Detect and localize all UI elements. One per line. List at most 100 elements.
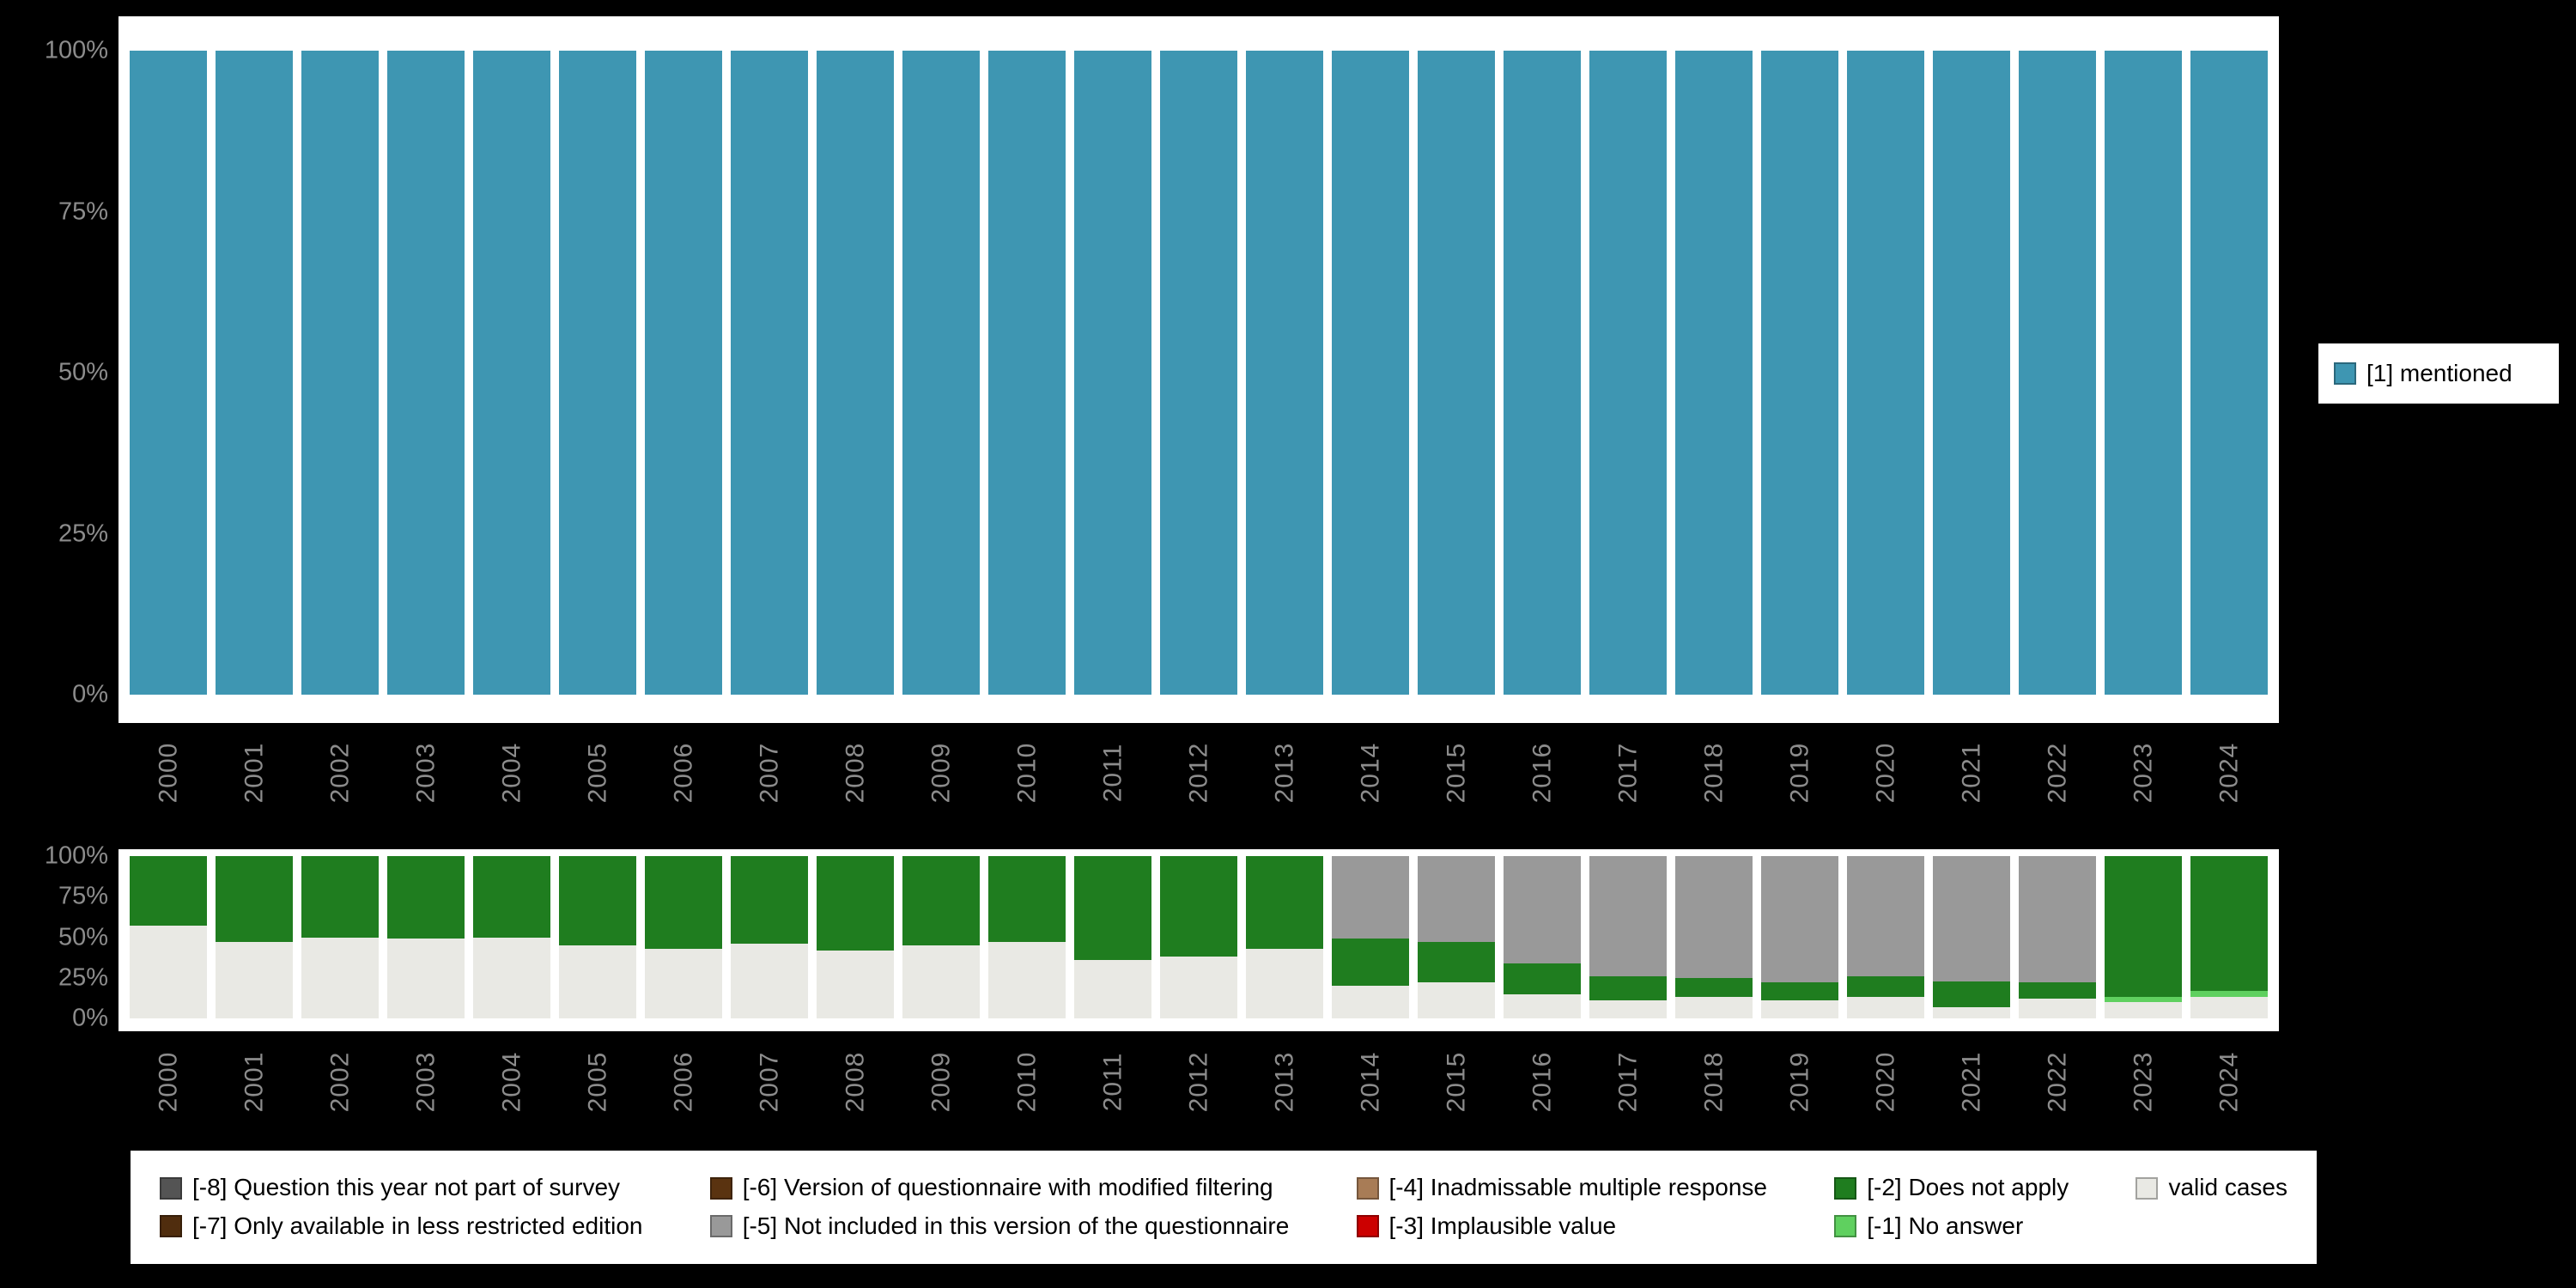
- bar-segment: [2019, 51, 2096, 695]
- x-tick-label: 2021: [1929, 1037, 2014, 1127]
- x-tick-label: 2018: [1671, 1037, 1757, 1127]
- x-tick-text: 2019: [1785, 1051, 1814, 1113]
- x-tick-text: 2009: [927, 742, 955, 804]
- legend-item: [1] mentioned: [2334, 360, 2512, 387]
- bar-segment: [902, 945, 980, 1018]
- x-tick-label: 2012: [1156, 728, 1242, 817]
- bottom-chart-plot-area: [125, 856, 2272, 1018]
- x-tick-label: 2022: [2014, 1037, 2100, 1127]
- bar-2021: [1933, 51, 2010, 695]
- bar-segment: [1675, 856, 1753, 978]
- x-tick-label: 2006: [641, 1037, 726, 1127]
- bar-2008: [817, 856, 894, 1018]
- x-tick-text: 2014: [1356, 1051, 1384, 1113]
- x-tick-text: 2008: [841, 742, 869, 804]
- bar-segment: [645, 856, 722, 949]
- bar-segment: [731, 51, 808, 695]
- bar-segment: [1246, 948, 1323, 1018]
- bar-2023: [2105, 856, 2182, 1018]
- legend-label: valid cases: [2168, 1174, 2287, 1201]
- legend-label: [-4] Inadmissable multiple response: [1388, 1174, 1767, 1201]
- bar-segment: [1933, 51, 2010, 695]
- x-tick-label: 2024: [2186, 728, 2272, 817]
- bar-segment: [473, 937, 550, 1018]
- bar-2005: [559, 51, 636, 695]
- bar-segment: [645, 948, 722, 1018]
- bottom-chart-x-axis: 2000 2001 2002 2003 2004 2005 2006 2007 2008 2009…: [125, 1037, 2272, 1127]
- bar-2014: [1332, 856, 1409, 1018]
- x-tick-label: 2004: [469, 1037, 555, 1127]
- x-tick-text: 2016: [1528, 742, 1556, 804]
- x-tick-text: 2005: [583, 1051, 611, 1113]
- bar-segment: [1761, 982, 1838, 1001]
- legend-label: [-2] Does not apply: [1867, 1174, 2069, 1201]
- bar-segment: [387, 856, 465, 939]
- x-tick-text: 2023: [2129, 1051, 2157, 1113]
- x-tick-label: 2015: [1413, 728, 1499, 817]
- bar-2015: [1418, 51, 1495, 695]
- x-tick-label: 2003: [383, 1037, 469, 1127]
- bar-segment: [559, 856, 636, 945]
- bar-segment: [1074, 856, 1151, 960]
- legend-item: [-6] Version of questionnaire with modif…: [709, 1174, 1290, 1201]
- bar-segment: [301, 51, 379, 695]
- bar-2018: [1675, 51, 1753, 695]
- bar-segment: [2019, 999, 2096, 1018]
- x-tick-label: 2000: [125, 728, 211, 817]
- bar-2000: [130, 856, 207, 1018]
- bar-segment: [2019, 982, 2096, 999]
- bar-segment: [988, 856, 1066, 943]
- x-tick-label: 2007: [726, 1037, 812, 1127]
- bar-segment: [216, 856, 293, 943]
- x-tick-text: 2010: [1012, 742, 1041, 804]
- bar-2015: [1418, 856, 1495, 1018]
- y-tick-label: 50%: [58, 358, 108, 386]
- bar-segment: [1847, 856, 1924, 976]
- bar-segment: [301, 937, 379, 1018]
- legend-swatch: [1834, 1215, 1857, 1238]
- bar-segment: [817, 856, 894, 951]
- bar-2016: [1504, 51, 1581, 695]
- x-tick-text: 2004: [497, 1051, 526, 1113]
- x-tick-text: 2015: [1442, 1051, 1470, 1113]
- x-tick-label: 2002: [297, 728, 383, 817]
- bar-segment: [2105, 997, 2182, 1003]
- legend-item: valid cases: [2136, 1174, 2287, 1201]
- x-tick-text: 2024: [2215, 1051, 2243, 1113]
- legend-swatch: [2334, 361, 2356, 385]
- bar-segment: [473, 51, 550, 695]
- top-chart-x-axis: 2000 2001 2002 2003 2004 2005 2006 2007 2008 2009…: [125, 728, 2272, 817]
- x-tick-text: 2014: [1356, 742, 1384, 804]
- x-tick-text: 2013: [1270, 1051, 1298, 1113]
- bar-segment: [1246, 856, 1323, 949]
- x-tick-label: 2000: [125, 1037, 211, 1127]
- bar-2013: [1246, 856, 1323, 1018]
- x-tick-label: 2005: [555, 728, 641, 817]
- x-tick-text: 2012: [1184, 742, 1212, 804]
- bar-segment: [301, 856, 379, 938]
- bar-segment: [1160, 957, 1237, 1018]
- bar-segment: [1589, 1000, 1667, 1018]
- legend-item: [-1] No answer: [1834, 1212, 2069, 1240]
- x-tick-label: 2015: [1413, 1037, 1499, 1127]
- bar-segment: [731, 856, 808, 945]
- x-tick-label: 2014: [1327, 728, 1413, 817]
- top-chart-panel: [118, 16, 2279, 723]
- x-tick-label: 2017: [1585, 1037, 1671, 1127]
- x-tick-label: 2019: [1757, 1037, 1843, 1127]
- x-tick-text: 2003: [411, 1051, 440, 1113]
- x-tick-text: 2019: [1785, 742, 1814, 804]
- bar-segment: [1332, 51, 1409, 695]
- legend-item: [-5] Not included in this version of the…: [709, 1212, 1289, 1240]
- x-tick-text: 2007: [755, 742, 783, 804]
- x-tick-text: 2013: [1270, 742, 1298, 804]
- bar-segment: [130, 856, 207, 927]
- legend-item: [-8] Question this year not part of surv…: [160, 1174, 642, 1201]
- x-tick-text: 2018: [1699, 742, 1728, 804]
- x-tick-text: 2002: [325, 1051, 354, 1113]
- legend-swatch: [1834, 1176, 1857, 1200]
- x-tick-text: 2020: [1871, 1051, 1899, 1113]
- x-tick-text: 2021: [1957, 742, 1985, 804]
- y-tick-label: 75%: [58, 197, 108, 225]
- bar-2012: [1160, 856, 1237, 1018]
